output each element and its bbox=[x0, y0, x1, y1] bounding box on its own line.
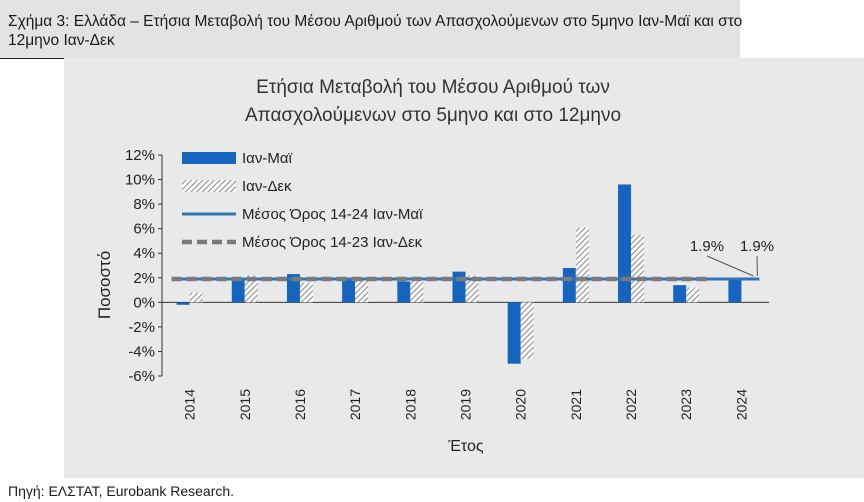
y-axis-label: Ποσοστό bbox=[95, 251, 114, 319]
x-tick-label: 2020 bbox=[513, 389, 529, 420]
y-tick-label: 2% bbox=[133, 270, 155, 287]
bar-ian-dek bbox=[465, 275, 479, 303]
y-tick-label: 8% bbox=[133, 196, 155, 213]
x-tick-label: 2023 bbox=[678, 389, 694, 420]
bar-ian-dek bbox=[299, 282, 313, 303]
chart-legend: Ιαν-Μαϊ Ιαν-Δεκ Μέσος Όρος 14-24 Ιαν-Μαϊ Μέ… bbox=[182, 150, 423, 251]
bar-ian-mai bbox=[342, 279, 356, 303]
bar-ian-dek bbox=[189, 292, 203, 303]
x-tick-label: 2024 bbox=[733, 389, 749, 420]
x-tick-label: 2016 bbox=[292, 389, 308, 420]
y-tick-label: 0% bbox=[133, 294, 155, 311]
source-note: Πηγή: ΕΛΣΤΑΤ, Eurobank Research. bbox=[8, 483, 235, 499]
chart-title-line2: Απασχολούμενων στο 5μηνο και στο 12μηνο bbox=[245, 105, 621, 126]
x-tick-label: 2015 bbox=[237, 389, 253, 420]
bar-ian-dek bbox=[575, 227, 589, 303]
chart-labels: 1.9% 1.9% bbox=[690, 238, 774, 277]
x-axis-label: Έτος bbox=[447, 438, 484, 455]
chart-bars bbox=[176, 184, 742, 364]
bar-ian-dek bbox=[355, 277, 369, 303]
x-tick-label: 2022 bbox=[623, 389, 639, 420]
y-tick-label: -6% bbox=[128, 368, 155, 385]
y-tick-label: -4% bbox=[128, 343, 155, 360]
bar-ian-mai bbox=[618, 184, 632, 303]
legend-swatch-ian-dek bbox=[182, 180, 236, 192]
legend-label: Ιαν-Δεκ bbox=[242, 178, 292, 195]
bar-ian-mai bbox=[452, 271, 466, 303]
bar-ian-dek bbox=[244, 275, 258, 303]
x-tick-label: 2019 bbox=[458, 389, 474, 420]
legend-label: Ιαν-Μαϊ bbox=[242, 150, 293, 167]
bar-ian-dek bbox=[520, 302, 534, 359]
bar-ian-mai bbox=[397, 281, 411, 303]
bar-ian-mai bbox=[728, 279, 742, 303]
x-tick-label: 2021 bbox=[568, 389, 584, 420]
x-tick-label: 2014 bbox=[182, 389, 198, 420]
bar-ian-mai bbox=[673, 285, 687, 303]
bar-ian-dek bbox=[686, 287, 700, 303]
bar-ian-mai bbox=[176, 302, 190, 305]
chart-title-line1: Ετήσια Μεταβολή του Μέσου Αριθμού των bbox=[256, 77, 610, 98]
chart-axes: -6% -4% -2% 0% 2% 4% 6% 8% 10% 12% 2014 2015 2016 201… bbox=[125, 147, 769, 420]
bar-ian-dek bbox=[410, 280, 424, 303]
caption-background bbox=[0, 0, 740, 58]
bar-ian-mai bbox=[562, 267, 576, 303]
figure-caption: Σχήμα 3: Ελλάδα – Ετήσια Μεταβολή του Μέ… bbox=[8, 13, 743, 49]
legend-label: Μέσος Όρος 14-23 Ιαν-Δεκ bbox=[242, 234, 423, 251]
legend-label: Μέσος Όρος 14-24 Ιαν-Μαϊ bbox=[242, 206, 423, 223]
bar-ian-mai bbox=[507, 302, 521, 364]
x-tick-label: 2017 bbox=[347, 389, 363, 420]
annotation-label: 1.9% bbox=[740, 238, 774, 255]
x-tick-label: 2018 bbox=[402, 389, 418, 420]
bar-ian-mai bbox=[231, 279, 245, 303]
y-tick-label: 10% bbox=[125, 172, 155, 189]
y-tick-label: 12% bbox=[125, 147, 155, 164]
y-tick-label: -2% bbox=[128, 319, 155, 336]
y-tick-label: 6% bbox=[133, 221, 155, 238]
chart-svg: Ετήσια Μεταβολή του Μέσου Αριθμού των Απ… bbox=[95, 77, 774, 455]
annotation-label: 1.9% bbox=[690, 238, 724, 255]
y-tick-label: 4% bbox=[133, 245, 155, 262]
bar-ian-dek bbox=[631, 234, 645, 303]
legend-swatch-ian-mai bbox=[182, 152, 236, 164]
annotation-leader-line bbox=[706, 255, 754, 277]
chart-panel: Ετήσια Μεταβολή του Μέσου Αριθμού των Απ… bbox=[64, 58, 864, 478]
